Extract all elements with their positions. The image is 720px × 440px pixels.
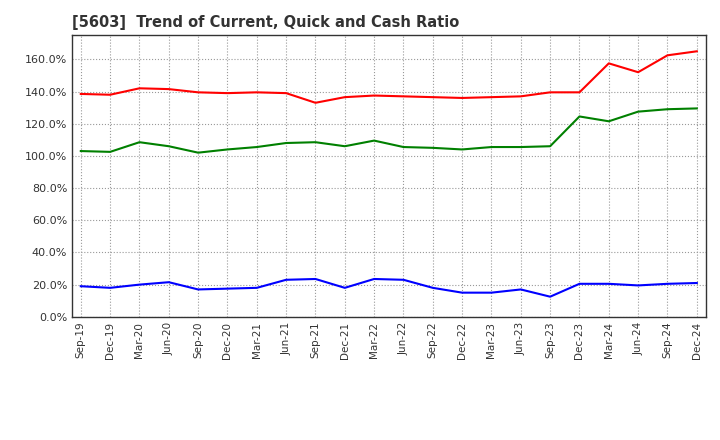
Cash Ratio — [194, 287, 202, 292]
Quick Ratio — [546, 143, 554, 149]
Cash Ratio — [76, 284, 85, 289]
Current Ratio — [106, 92, 114, 97]
Current Ratio — [693, 49, 701, 54]
Quick Ratio — [135, 139, 144, 145]
Current Ratio — [546, 90, 554, 95]
Quick Ratio — [370, 138, 379, 143]
Cash Ratio — [311, 276, 320, 282]
Current Ratio — [634, 70, 642, 75]
Line: Current Ratio: Current Ratio — [81, 51, 697, 103]
Cash Ratio — [341, 285, 349, 290]
Cash Ratio — [575, 281, 584, 286]
Cash Ratio — [605, 281, 613, 286]
Quick Ratio — [458, 147, 467, 152]
Quick Ratio — [605, 119, 613, 124]
Text: [5603]  Trend of Current, Quick and Cash Ratio: [5603] Trend of Current, Quick and Cash … — [72, 15, 459, 30]
Current Ratio — [605, 61, 613, 66]
Quick Ratio — [76, 148, 85, 154]
Quick Ratio — [253, 144, 261, 150]
Line: Cash Ratio: Cash Ratio — [81, 279, 697, 297]
Current Ratio — [663, 53, 672, 58]
Current Ratio — [458, 95, 467, 101]
Quick Ratio — [164, 143, 173, 149]
Cash Ratio — [135, 282, 144, 287]
Cash Ratio — [399, 277, 408, 282]
Current Ratio — [516, 94, 525, 99]
Quick Ratio — [487, 144, 496, 150]
Cash Ratio — [546, 294, 554, 299]
Cash Ratio — [487, 290, 496, 295]
Cash Ratio — [223, 286, 232, 291]
Current Ratio — [164, 87, 173, 92]
Quick Ratio — [428, 145, 437, 150]
Cash Ratio — [253, 285, 261, 290]
Current Ratio — [311, 100, 320, 106]
Current Ratio — [428, 95, 437, 100]
Line: Quick Ratio: Quick Ratio — [81, 108, 697, 153]
Current Ratio — [135, 86, 144, 91]
Cash Ratio — [663, 281, 672, 286]
Quick Ratio — [282, 140, 290, 146]
Quick Ratio — [341, 143, 349, 149]
Cash Ratio — [458, 290, 467, 295]
Cash Ratio — [428, 285, 437, 290]
Current Ratio — [575, 90, 584, 95]
Quick Ratio — [311, 139, 320, 145]
Quick Ratio — [693, 106, 701, 111]
Current Ratio — [341, 95, 349, 100]
Quick Ratio — [106, 149, 114, 154]
Quick Ratio — [516, 144, 525, 150]
Cash Ratio — [634, 283, 642, 288]
Current Ratio — [399, 94, 408, 99]
Current Ratio — [370, 93, 379, 98]
Quick Ratio — [663, 106, 672, 112]
Current Ratio — [194, 90, 202, 95]
Quick Ratio — [399, 144, 408, 150]
Current Ratio — [253, 90, 261, 95]
Current Ratio — [487, 95, 496, 100]
Quick Ratio — [194, 150, 202, 155]
Current Ratio — [282, 91, 290, 96]
Cash Ratio — [164, 279, 173, 285]
Cash Ratio — [106, 285, 114, 290]
Quick Ratio — [575, 114, 584, 119]
Cash Ratio — [516, 287, 525, 292]
Quick Ratio — [223, 147, 232, 152]
Quick Ratio — [634, 109, 642, 114]
Current Ratio — [76, 91, 85, 96]
Cash Ratio — [370, 276, 379, 282]
Current Ratio — [223, 91, 232, 96]
Cash Ratio — [693, 280, 701, 286]
Cash Ratio — [282, 277, 290, 282]
